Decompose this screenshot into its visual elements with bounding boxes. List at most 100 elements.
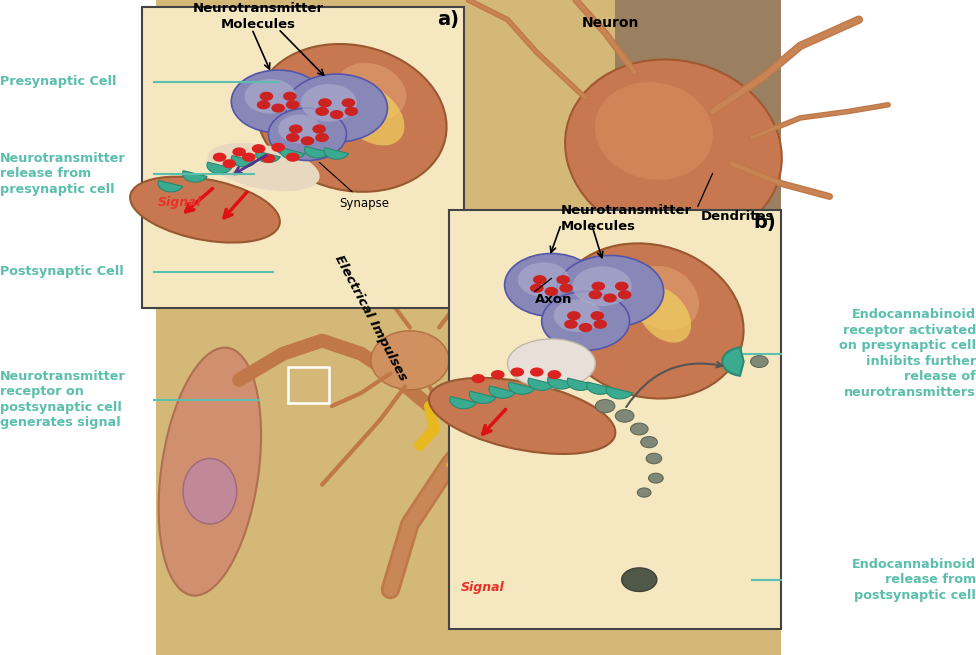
Circle shape bbox=[591, 282, 605, 291]
Circle shape bbox=[271, 143, 285, 152]
Circle shape bbox=[590, 311, 604, 320]
Ellipse shape bbox=[130, 177, 280, 242]
Circle shape bbox=[315, 133, 329, 142]
Circle shape bbox=[286, 74, 387, 142]
Text: Neurotransmitter
release from
presynaptic cell: Neurotransmitter release from presynapti… bbox=[0, 151, 126, 196]
Circle shape bbox=[649, 473, 664, 483]
Text: b): b) bbox=[753, 213, 776, 232]
Circle shape bbox=[559, 284, 573, 293]
Wedge shape bbox=[567, 378, 593, 390]
Circle shape bbox=[618, 290, 631, 299]
Circle shape bbox=[564, 320, 578, 329]
Circle shape bbox=[646, 453, 662, 464]
Circle shape bbox=[637, 488, 651, 497]
Circle shape bbox=[518, 263, 569, 297]
Wedge shape bbox=[528, 378, 554, 390]
Wedge shape bbox=[450, 396, 476, 409]
Ellipse shape bbox=[554, 244, 744, 398]
Circle shape bbox=[615, 282, 629, 291]
Circle shape bbox=[318, 98, 332, 107]
Circle shape bbox=[260, 92, 273, 101]
Ellipse shape bbox=[159, 348, 261, 595]
Ellipse shape bbox=[565, 60, 782, 242]
Polygon shape bbox=[781, 0, 976, 655]
Wedge shape bbox=[722, 347, 744, 376]
Circle shape bbox=[471, 374, 485, 383]
Ellipse shape bbox=[256, 44, 447, 192]
FancyBboxPatch shape bbox=[449, 210, 781, 629]
Circle shape bbox=[231, 70, 325, 133]
Circle shape bbox=[533, 275, 547, 284]
Circle shape bbox=[548, 370, 561, 379]
Circle shape bbox=[630, 423, 648, 435]
Wedge shape bbox=[324, 148, 348, 159]
Polygon shape bbox=[615, 0, 898, 210]
Ellipse shape bbox=[508, 339, 595, 388]
Text: Electrical Impulses: Electrical Impulses bbox=[332, 253, 410, 383]
Wedge shape bbox=[256, 151, 280, 162]
Text: Axon: Axon bbox=[535, 293, 572, 307]
Circle shape bbox=[530, 367, 544, 377]
Circle shape bbox=[593, 320, 607, 329]
Circle shape bbox=[751, 356, 768, 367]
Circle shape bbox=[530, 284, 544, 293]
Ellipse shape bbox=[208, 143, 319, 191]
Circle shape bbox=[283, 92, 297, 101]
Circle shape bbox=[301, 84, 357, 122]
Circle shape bbox=[242, 153, 256, 162]
Circle shape bbox=[603, 293, 617, 303]
Wedge shape bbox=[606, 386, 632, 399]
Ellipse shape bbox=[428, 378, 616, 454]
Circle shape bbox=[232, 147, 246, 157]
Text: Dendrites: Dendrites bbox=[701, 210, 774, 223]
Text: Neuron: Neuron bbox=[582, 16, 638, 30]
Ellipse shape bbox=[371, 331, 449, 390]
Circle shape bbox=[595, 400, 615, 413]
Text: a): a) bbox=[436, 10, 459, 29]
Circle shape bbox=[330, 110, 344, 119]
Text: Endocannabinoid
release from
postsynaptic cell: Endocannabinoid release from postsynapti… bbox=[852, 557, 976, 602]
Circle shape bbox=[545, 287, 558, 296]
Circle shape bbox=[271, 103, 285, 113]
Circle shape bbox=[257, 100, 270, 109]
Wedge shape bbox=[469, 391, 496, 403]
Circle shape bbox=[553, 299, 602, 332]
Wedge shape bbox=[280, 148, 305, 159]
Circle shape bbox=[542, 291, 630, 350]
Text: Neurotransmitter
Molecules: Neurotransmitter Molecules bbox=[193, 2, 324, 31]
Circle shape bbox=[579, 323, 592, 332]
Circle shape bbox=[622, 568, 657, 591]
Circle shape bbox=[286, 153, 300, 162]
Wedge shape bbox=[548, 377, 574, 389]
Text: Synapse: Synapse bbox=[319, 162, 389, 210]
Circle shape bbox=[589, 290, 602, 299]
Wedge shape bbox=[587, 382, 613, 394]
Circle shape bbox=[573, 267, 631, 306]
Circle shape bbox=[556, 275, 570, 284]
Polygon shape bbox=[142, 0, 898, 655]
Wedge shape bbox=[489, 386, 515, 398]
Ellipse shape bbox=[183, 458, 237, 524]
Circle shape bbox=[312, 124, 326, 134]
Text: Presynaptic Cell: Presynaptic Cell bbox=[0, 75, 116, 88]
Circle shape bbox=[223, 159, 236, 168]
Circle shape bbox=[342, 98, 355, 107]
Text: Postsynaptic Cell: Postsynaptic Cell bbox=[0, 265, 124, 278]
Text: Endocannabinoid
receptor activated
on presynaptic cell
inhibits further
release : Endocannabinoid receptor activated on pr… bbox=[839, 309, 976, 399]
Ellipse shape bbox=[338, 84, 404, 145]
Text: Signal: Signal bbox=[158, 196, 202, 210]
Circle shape bbox=[262, 154, 275, 163]
Circle shape bbox=[641, 437, 658, 448]
Wedge shape bbox=[231, 156, 256, 167]
Circle shape bbox=[315, 107, 329, 116]
Circle shape bbox=[510, 367, 524, 377]
Polygon shape bbox=[0, 0, 156, 655]
Wedge shape bbox=[183, 171, 207, 182]
Ellipse shape bbox=[594, 82, 713, 180]
Circle shape bbox=[556, 255, 664, 328]
Circle shape bbox=[615, 410, 634, 422]
Text: Neurotransmitter
Molecules: Neurotransmitter Molecules bbox=[561, 204, 692, 233]
Circle shape bbox=[491, 370, 505, 379]
Circle shape bbox=[567, 311, 581, 320]
Circle shape bbox=[301, 136, 314, 145]
